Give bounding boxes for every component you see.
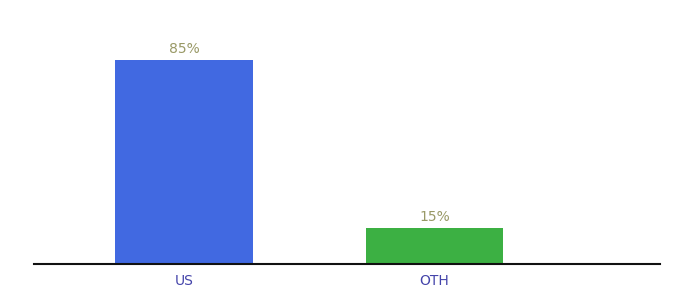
- Bar: [366, 228, 503, 264]
- Bar: [116, 60, 253, 264]
- Text: 15%: 15%: [419, 210, 449, 224]
- Text: 85%: 85%: [169, 42, 199, 56]
